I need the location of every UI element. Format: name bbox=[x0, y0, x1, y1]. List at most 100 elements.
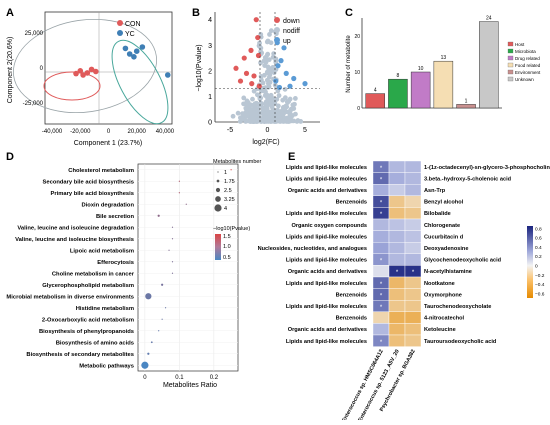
panel-e-cell bbox=[388, 276, 406, 289]
panel-e-metabolite-label: Taurochenodeoxycholate bbox=[424, 304, 491, 310]
panel-e-cell bbox=[372, 230, 390, 243]
panel-e-cell bbox=[388, 218, 406, 231]
panel-b-point-up bbox=[281, 45, 287, 51]
panel-e-class-label: Organic oxygen compounds bbox=[291, 223, 367, 229]
panel-e-class-label: Benzenoids bbox=[336, 200, 367, 206]
panel-a-point-yc bbox=[133, 48, 140, 54]
panel-b-point-nodiff bbox=[263, 102, 269, 107]
panel-d-size-legend-marker bbox=[217, 171, 219, 173]
panel-b-point-nodiff bbox=[267, 72, 273, 78]
panel-c-legend: Host Microbiota Drug related Food related En… bbox=[507, 41, 541, 82]
panel-e-cell bbox=[388, 172, 406, 185]
panel-e-color-tick-label: 0.2 bbox=[535, 254, 542, 260]
panel-a-point-con bbox=[88, 66, 95, 73]
panel-d-bubble bbox=[171, 226, 174, 228]
panel-b-y-ticks: 0 1 2 3 4 bbox=[208, 17, 212, 126]
panel-a-point-yc bbox=[139, 44, 146, 50]
panel-e-class-label: Lipids and lipid-like molecules bbox=[286, 281, 367, 287]
panel-b-point-up bbox=[287, 83, 293, 89]
panel-e-significance-mark: * bbox=[380, 177, 383, 183]
panel-e-significance-mark: * bbox=[380, 340, 383, 346]
panel-b-point-nodiff bbox=[263, 89, 268, 95]
panel-a-point-con bbox=[80, 72, 86, 78]
panel-e-cell bbox=[404, 195, 422, 208]
panel-c-y-tick-label: 10 bbox=[354, 70, 360, 76]
panel-b-point-nodiff bbox=[240, 116, 246, 122]
panel-a-legend: CON YC bbox=[117, 20, 141, 38]
panel-a-y-tick-label: 0 bbox=[40, 66, 44, 72]
panel-b-point-nodiff bbox=[282, 106, 288, 112]
panel-d-color-tick-mid: 1.0 bbox=[223, 244, 231, 250]
panel-a-ellipse-overall bbox=[13, 18, 157, 114]
panel-c-bar-host bbox=[365, 93, 385, 109]
panel-c-bar-food-related bbox=[433, 60, 454, 109]
panel-a-plot-frame bbox=[44, 11, 173, 125]
panel-b-point-nodiff bbox=[288, 106, 294, 112]
panel-b-legend: down nodiff up bbox=[274, 17, 300, 45]
panel-e-cell bbox=[404, 230, 422, 243]
panel-b-point-nodiff bbox=[289, 113, 295, 119]
panel-d-pathway-label: Valine, leucine and isoleucine degradati… bbox=[17, 225, 134, 231]
panel-e-metabolite-label: Glycochenodeoxycholic acid bbox=[424, 258, 502, 264]
panel-c-bar-value-label: 24 bbox=[486, 16, 492, 22]
panel-b-point-nodiff bbox=[250, 115, 255, 121]
panel-c-y-tick-label: 20 bbox=[354, 34, 360, 40]
panel-d-pathway-labels: Cholesterol metabolism Secondary bile aci… bbox=[6, 168, 134, 370]
panel-b-point-down bbox=[237, 78, 244, 84]
panel-b-point-up bbox=[302, 81, 308, 87]
panel-a-point-con bbox=[84, 70, 91, 76]
panel-b-point-nodiff bbox=[258, 73, 264, 79]
panel-b-legend-marker-down bbox=[274, 17, 280, 23]
panel-d-x-tick-label: 0.2 bbox=[210, 375, 219, 381]
panel-b-x-ticks: -5 0 5 bbox=[227, 127, 307, 134]
panel-e-color-tick-label: −0.6 bbox=[535, 291, 545, 297]
panel-e-significance-mark: * bbox=[380, 212, 383, 218]
panel-e-color-tick-label: 0.6 bbox=[535, 236, 542, 242]
panel-b-point-nodiff bbox=[284, 99, 290, 104]
panel-d-xlabel: Metabolites Ratio bbox=[163, 382, 217, 389]
panel-e-metabolite-label: Tauroursodeoxycholic acid bbox=[424, 339, 497, 345]
panel-e-class-label: Lipids and lipid-like molecules bbox=[286, 211, 367, 217]
panel-e-cell bbox=[404, 311, 422, 324]
panel-b-points bbox=[233, 17, 308, 91]
panel-b-point-nodiff bbox=[255, 106, 261, 112]
panel-d-size-legend: 1 1.75 2.5 3.25 4 bbox=[214, 170, 235, 212]
panel-b-legend-label-down: down bbox=[283, 18, 300, 25]
panel-d-gridlines bbox=[138, 164, 238, 371]
panel-d-pathway-label: Biosynthesis of amino acids bbox=[56, 340, 134, 346]
panel-b-point-down bbox=[248, 47, 254, 53]
panel-e-cell bbox=[388, 230, 406, 243]
panel-c-legend-swatch bbox=[507, 48, 514, 54]
panel-a-y-tick-label: -25,000 bbox=[23, 101, 44, 107]
panel-e-class-label: Lipids and lipid-like molecules bbox=[286, 165, 367, 171]
panel-d-pathway-label: Efferocytosis bbox=[97, 260, 134, 266]
panel-d-bubble bbox=[185, 203, 187, 205]
panel-a-legend-label-con: CON bbox=[125, 21, 141, 28]
panel-e-class-label: Organic acids and derivatives bbox=[288, 269, 367, 275]
panel-a-y-tick-label: 25,000 bbox=[25, 31, 44, 37]
panel-b-legend-label-up: up bbox=[283, 38, 291, 45]
panel-e-significance-mark: * bbox=[380, 282, 383, 288]
panel-c-legend-swatch bbox=[507, 76, 514, 82]
panel-b-point-up bbox=[278, 58, 284, 64]
panel-c-bar-value-label: 4 bbox=[374, 88, 377, 94]
panel-e-metabolite-label: N-acetylhistamine bbox=[424, 269, 472, 275]
panel-d-bubble bbox=[164, 307, 167, 309]
panel-d-pathway-label: Biosynthesis of phenylpropanoids bbox=[39, 329, 134, 335]
panel-b-point-nodiff bbox=[264, 106, 270, 111]
panel-e-metabolite-label: Oxymorphone bbox=[424, 292, 462, 298]
panel-d-size-legend-label: 1 bbox=[224, 170, 227, 176]
panel-b-point-down bbox=[233, 65, 239, 71]
panel-a-point-con bbox=[73, 70, 79, 77]
panel-b-point-nodiff bbox=[282, 95, 288, 101]
panel-d-pathway-bubble: Cholesterol metabolism Secondary bile aci… bbox=[6, 159, 261, 389]
panel-letter-a: A bbox=[6, 7, 14, 19]
panel-b-point-nodiff bbox=[250, 96, 255, 102]
panel-d-pathway-label: 2-Oxocarboxylic acid metabolism bbox=[42, 317, 134, 323]
panel-b-y-tick-label: 4 bbox=[208, 17, 212, 24]
panel-e-cell bbox=[404, 300, 422, 313]
panel-a-x-tick-label: -20,000 bbox=[70, 129, 91, 135]
panel-b-legend-marker-up bbox=[274, 37, 280, 43]
panel-b-volcano: -5 0 5 0 1 2 3 4 log2(FC) −log10(Pvalue) down … bbox=[196, 12, 320, 146]
